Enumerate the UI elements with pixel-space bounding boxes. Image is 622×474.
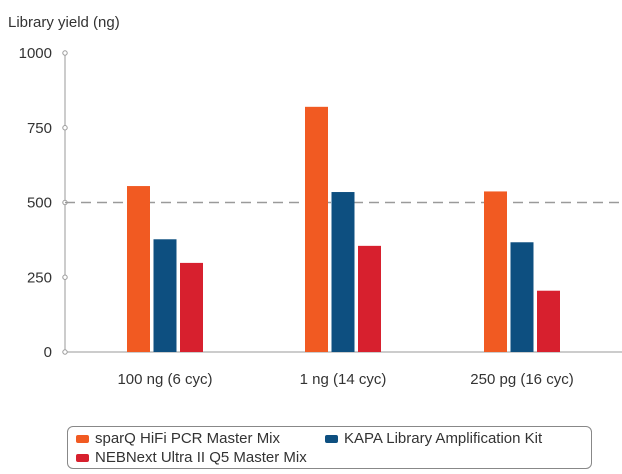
legend: sparQ HiFi PCR Master Mix KAPA Library A… <box>67 426 592 469</box>
legend-swatch-kapa <box>325 434 338 443</box>
y-tick-label: 500 <box>27 195 52 212</box>
y-tick-mark <box>62 274 68 280</box>
bar <box>127 186 150 352</box>
y-tick-label: 0 <box>44 344 52 361</box>
bar <box>305 106 328 352</box>
legend-item-sparq: sparQ HiFi PCR Master Mix <box>76 430 280 447</box>
bar <box>358 245 381 352</box>
y-tick-mark <box>62 125 68 131</box>
bar-chart: 0 250 500 750 1000 100 ng (6 cyc) 1 ng (14 cyc… <box>19 45 622 388</box>
x-tick-label: 250 pg (16 cyc) <box>470 371 573 388</box>
y-tick-mark <box>62 50 68 56</box>
legend-swatch-sparq <box>76 434 89 443</box>
y-axis-title: Library yield (ng) <box>8 14 120 31</box>
x-tick-label: 1 ng (14 cyc) <box>300 371 387 388</box>
y-tick-label: 1000 <box>19 45 52 62</box>
legend-label-sparq: sparQ HiFi PCR Master Mix <box>95 430 281 447</box>
x-tick-label: 100 ng (6 cyc) <box>117 371 212 388</box>
bar <box>537 290 560 352</box>
bar <box>510 242 534 352</box>
y-tick-label: 750 <box>27 120 52 137</box>
y-tick-label: 250 <box>27 269 52 286</box>
legend-label-kapa: KAPA Library Amplification Kit <box>344 430 543 447</box>
bar <box>331 192 355 352</box>
legend-item-nebnext: NEBNext Ultra II Q5 Master Mix <box>76 449 307 466</box>
bar <box>153 239 177 352</box>
bar <box>180 262 203 352</box>
legend-swatch-nebnext <box>76 453 89 462</box>
legend-label-nebnext: NEBNext Ultra II Q5 Master Mix <box>95 449 307 466</box>
y-tick-mark <box>62 349 68 355</box>
legend-item-kapa: KAPA Library Amplification Kit <box>325 430 542 447</box>
bar <box>484 191 507 352</box>
